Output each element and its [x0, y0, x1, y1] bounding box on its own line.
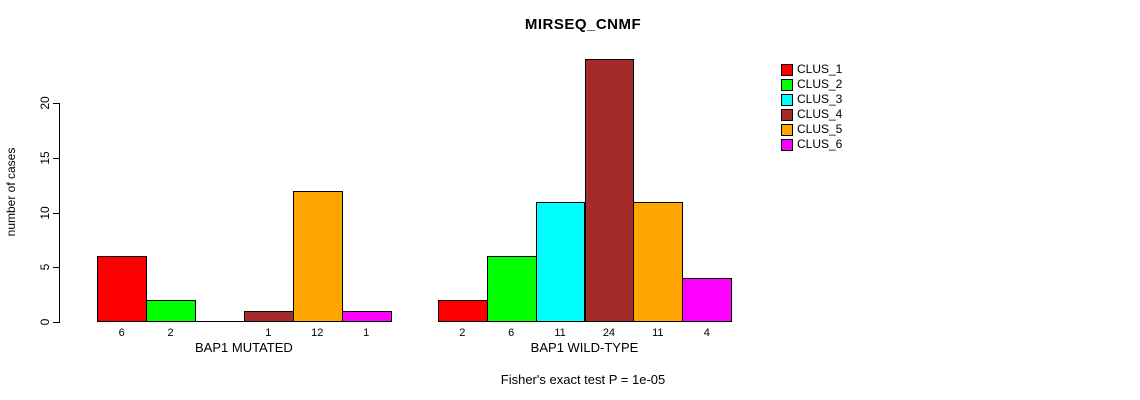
- bar-count-label: 2: [459, 327, 466, 339]
- legend-swatch-icon: [781, 63, 793, 76]
- group-label-bap1-mutated: BAP1 MUTATED: [195, 340, 293, 355]
- legend-entry-clus-6: CLUS_6: [781, 137, 842, 152]
- legend-swatch-icon: [781, 138, 793, 151]
- y-axis-line: [59, 103, 60, 323]
- bar-count-label: 12: [311, 327, 324, 339]
- bar-bap1-wild-type-clus-3: [535, 201, 586, 322]
- legend-label: CLUS_1: [797, 62, 843, 76]
- bar-bap1-mutated-clus-5: [292, 190, 343, 322]
- bar-bap1-mutated-clus-3-zero-line: [195, 321, 245, 322]
- chart-title: MIRSEQ_CNMF: [524, 16, 642, 33]
- bar-bap1-wild-type-clus-2: [486, 256, 537, 322]
- y-tick-label: 5: [38, 263, 52, 271]
- bar-bap1-wild-type-clus-4: [584, 59, 635, 322]
- legend: CLUS_1 CLUS_2 CLUS_3 CLUS_4 CLUS_5 CLUS_6: [781, 62, 842, 152]
- y-tick-mark: [53, 103, 59, 104]
- legend-label: CLUS_5: [797, 122, 843, 136]
- legend-label: CLUS_3: [797, 92, 843, 106]
- fisher-test-caption: Fisher's exact test P = 1e-05: [500, 372, 666, 387]
- legend-swatch-icon: [781, 108, 793, 121]
- bar-count-label: 1: [363, 327, 370, 339]
- bar-count-label: 11: [652, 327, 664, 339]
- bar-count-label: 4: [703, 327, 710, 339]
- bar-count-label: 6: [508, 327, 515, 339]
- bar-bap1-wild-type-clus-5: [633, 201, 684, 322]
- legend-entry-clus-1: CLUS_1: [781, 62, 842, 77]
- y-tick-mark: [53, 158, 59, 159]
- y-tick-label: 0: [38, 318, 52, 326]
- legend-label: CLUS_4: [797, 107, 843, 121]
- legend-entry-clus-2: CLUS_2: [781, 77, 842, 92]
- legend-swatch-icon: [781, 78, 793, 91]
- bar-bap1-mutated-clus-1: [97, 256, 148, 322]
- bar-count-label: 2: [167, 327, 174, 339]
- bar-bap1-mutated-clus-6: [341, 311, 392, 322]
- bar-count-label: 1: [265, 327, 272, 339]
- legend-label: CLUS_6: [797, 137, 843, 151]
- y-tick-mark: [53, 213, 59, 214]
- y-tick-label: 10: [38, 206, 52, 220]
- bar-count-label: 11: [554, 327, 566, 339]
- legend-entry-clus-3: CLUS_3: [781, 92, 842, 107]
- bar-bap1-mutated-clus-2: [146, 300, 196, 322]
- y-tick-label: 15: [38, 151, 52, 165]
- bar-count-label: 6: [118, 327, 125, 339]
- legend-swatch-icon: [781, 93, 793, 106]
- bar-bap1-wild-type-clus-1: [437, 300, 488, 322]
- legend-swatch-icon: [781, 123, 793, 136]
- legend-entry-clus-5: CLUS_5: [781, 122, 842, 137]
- group-label-bap1-wild-type: BAP1 WILD-TYPE: [530, 340, 639, 355]
- bar-count-label: 24: [602, 327, 616, 339]
- legend-entry-clus-4: CLUS_4: [781, 107, 842, 122]
- y-tick-mark: [53, 322, 59, 323]
- y-axis-label: number of cases: [4, 147, 18, 237]
- y-tick-mark: [53, 267, 59, 268]
- y-tick-label: 20: [38, 96, 52, 110]
- legend-label: CLUS_2: [797, 77, 843, 91]
- bar-bap1-mutated-clus-4: [243, 311, 294, 322]
- bar-bap1-wild-type-clus-6: [682, 278, 733, 322]
